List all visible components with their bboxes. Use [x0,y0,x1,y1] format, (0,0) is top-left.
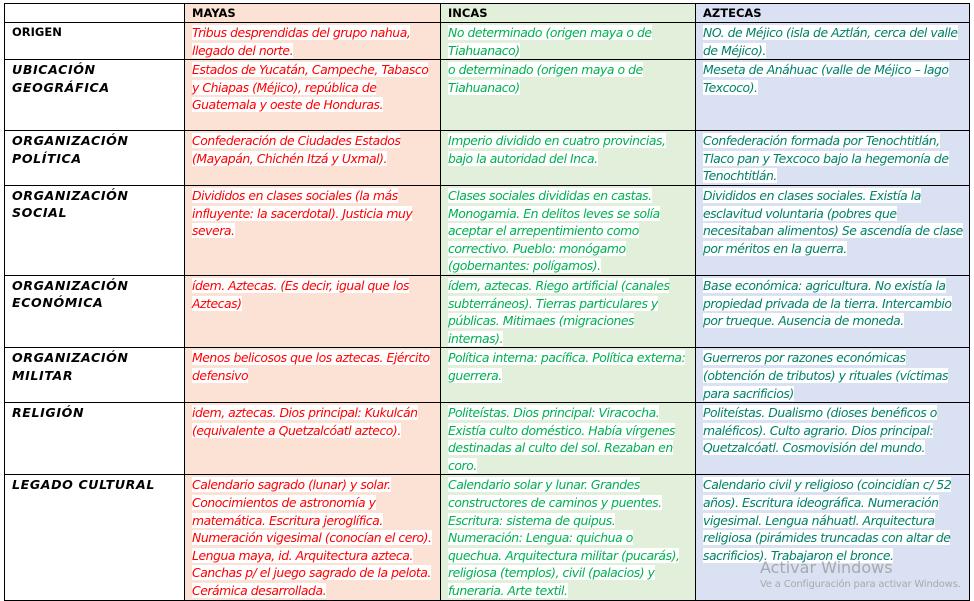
aztecas-cell-text: Guerreros por razones económicas (obtenc… [703,350,949,401]
incas-cell: Calendario solar y lunar. Grandes constr… [440,474,696,601]
watermark-line-2: Ve a Configuración para activar Windows. [760,579,961,590]
incas-cell-text: Politeístas. Dios principal: Viracocha. … [448,405,676,473]
aztecas-cell: Meseta de Anáhuac (valle de Méjico – lag… [695,59,970,132]
incas-cell: Política interna: pacífica. Política ext… [440,347,696,404]
watermark-line-1: Activar Windows [760,558,893,577]
row-label: ORGANIZACIÓN ECONÓMICA [4,274,185,349]
aztecas-cell-text: Politeístas. Dualismo (dioses benéficos … [703,405,937,456]
aztecas-cell: NO. de Méjico (isla de Aztlán, cerca del… [695,21,970,61]
mayas-cell: Calendario sagrado (lunar) y solar. Cono… [184,474,441,601]
row-label: UBICACIÓN GEOGRÁFICA [4,59,185,132]
mayas-cell: Confederación de Ciudades Estados (Mayap… [184,130,441,186]
mayas-cell-text: Menos belicosos que los aztecas. Ejércit… [192,350,430,383]
aztecas-cell-text: Base económica: agricultura. No existía … [703,277,952,329]
aztecas-cell-text: Calendario civil y religioso (coincidían… [703,477,952,563]
header-mayas: MAYAS [184,3,441,23]
aztecas-cell-text: Divididos en clases sociales. Existía la… [703,187,963,256]
incas-cell-text: Imperio dividido en cuatro provincias, b… [448,133,666,166]
civilizations-comparison-table: MAYAS INCAS AZTECAS ORIGEN Tribus despren… [4,3,970,601]
aztecas-cell: Politeístas. Dualismo (dioses benéficos … [695,402,970,476]
aztecas-cell: Divididos en clases sociales. Existía la… [695,184,970,276]
incas-cell-text: o determinado (origen maya o de Tiahuana… [448,62,643,95]
incas-cell: Politeístas. Dios principal: Viracocha. … [440,402,696,476]
incas-cell-text: ídem, aztecas. Riego artificial (canales… [448,277,670,346]
incas-cell-text: Calendario solar y lunar. Grandes constr… [448,477,680,599]
aztecas-cell: Base económica: agricultura. No existía … [695,274,970,349]
row-label: LEGADO CULTURAL [4,474,185,601]
mayas-cell: ídem. Aztecas. (Es decir, igual que los … [184,274,441,349]
header-incas: INCAS [440,3,696,23]
mayas-cell: idem, aztecas. Dios principal: Kukulcán … [184,402,441,476]
mayas-cell: Divididos en clases sociales (la más inf… [184,184,441,276]
row-label: ORGANIZACIÓN MILITAR [4,347,185,404]
header-corner [4,3,185,23]
incas-cell: No determinado (origen maya o de Tiahuan… [440,21,696,61]
mayas-cell: Menos belicosos que los aztecas. Ejércit… [184,347,441,404]
aztecas-cell-text: Confederación formada por Tenochtitlán, … [703,133,949,184]
aztecas-cell: Guerreros por razones económicas (obtenc… [695,347,970,404]
header-aztecas: AZTECAS [695,3,970,23]
mayas-cell-text: Tribus desprendidas del grupo nahua, lle… [192,25,411,58]
mayas-cell-text: idem, aztecas. Dios principal: Kukulcán … [192,405,418,438]
table-row: ORGANIZACIÓN POLÍTICA Confederación de Ci… [4,130,970,186]
incas-cell-text: No determinado (origen maya o de Tiahuan… [448,25,652,58]
table-row: ORGANIZACIÓN SOCIAL Divididos en clases s… [4,184,970,276]
row-label: RELIGIÓN [4,402,185,476]
table-row: RELIGIÓN idem, aztecas. Dios principal: K… [4,402,970,476]
mayas-cell-text: Confederación de Ciudades Estados (Mayap… [192,133,401,166]
header-row: MAYAS INCAS AZTECAS [4,3,970,23]
table-row: UBICACIÓN GEOGRÁFICA Estados de Yucatán, … [4,59,970,132]
mayas-cell: Estados de Yucatán, Campeche, Tabasco y … [184,59,441,132]
mayas-cell-text: Estados de Yucatán, Campeche, Tabasco y … [192,62,429,113]
aztecas-cell: Confederación formada por Tenochtitlán, … [695,130,970,186]
mayas-cell-text: Divididos en clases sociales (la más inf… [192,187,413,239]
incas-cell-text: Política interna: pacífica. Política ext… [448,350,686,383]
incas-cell-text: Clases sociales divididas en castas. Mon… [448,187,660,274]
aztecas-cell-text: NO. de Méjico (isla de Aztlán, cerca del… [703,25,958,58]
mayas-cell: Tribus desprendidas del grupo nahua, lle… [184,21,441,61]
table-row: ORGANIZACIÓN MILITAR Menos belicosos que … [4,347,970,404]
table-row: LEGADO CULTURAL Calendario sagrado (lunar… [4,474,970,601]
incas-cell: Clases sociales divididas en castas. Mon… [440,184,696,276]
mayas-cell-text: Calendario sagrado (lunar) y solar. Cono… [192,477,432,599]
row-label: ORGANIZACIÓN SOCIAL [4,184,185,276]
table-row: ORIGEN Tribus desprendidas del grupo nahu… [4,21,970,61]
mayas-cell-text: ídem. Aztecas. (Es decir, igual que los … [192,277,410,311]
row-label: ORIGEN [4,21,185,61]
incas-cell: o determinado (origen maya o de Tiahuana… [440,59,696,132]
windows-activation-watermark: Activar Windows Ve a Configuración para … [760,558,965,590]
aztecas-cell: Calendario civil y religioso (coincidían… [695,474,970,601]
row-label: ORGANIZACIÓN POLÍTICA [4,130,185,186]
table-row: ORGANIZACIÓN ECONÓMICA ídem. Aztecas. (Es… [4,274,970,349]
incas-cell: Imperio dividido en cuatro provincias, b… [440,130,696,186]
incas-cell: ídem, aztecas. Riego artificial (canales… [440,274,696,349]
aztecas-cell-text: Meseta de Anáhuac (valle de Méjico – lag… [703,62,949,95]
